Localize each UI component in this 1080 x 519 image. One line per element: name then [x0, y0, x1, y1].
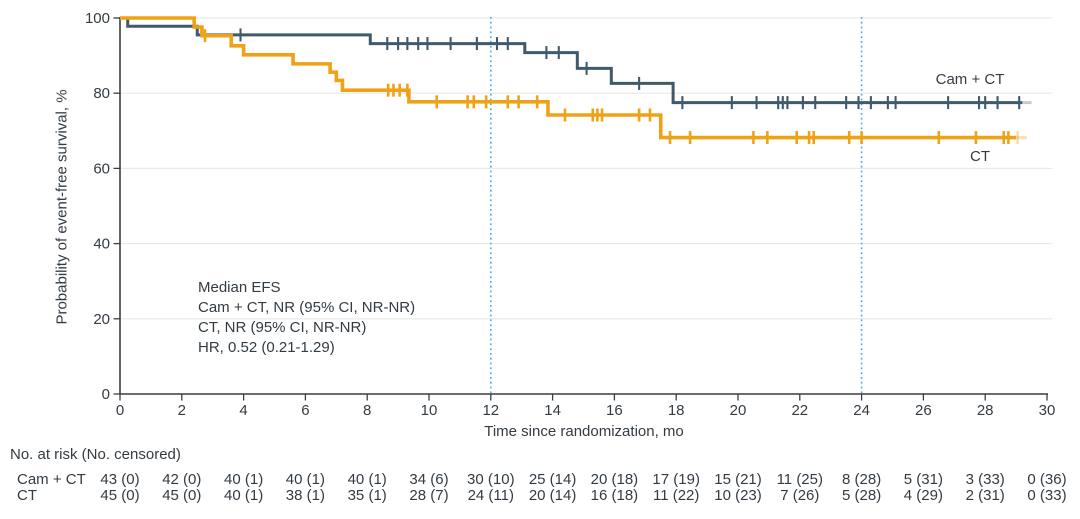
risk-cell: 4 (29)	[903, 487, 943, 504]
x-tick-label: 12	[482, 402, 499, 419]
annotation-line-median: Median EFS	[198, 279, 281, 296]
x-tick-label: 26	[915, 402, 932, 419]
x-tick-label: 30	[1039, 402, 1056, 419]
risk-cell: 5 (28)	[842, 487, 882, 504]
risk-cell: 45 (0)	[162, 487, 202, 504]
risk-cell: 40 (1)	[347, 471, 387, 488]
risk-cell: 40 (1)	[224, 487, 264, 504]
x-tick-label: 28	[977, 402, 994, 419]
risk-cell: 5 (31)	[903, 471, 943, 488]
risk-cell: 3 (33)	[965, 471, 1005, 488]
risk-cell: 11 (25)	[776, 471, 823, 488]
x-tick-label: 14	[544, 402, 561, 419]
x-tick-label: 20	[730, 402, 747, 419]
km-curve-cam-ct	[120, 16, 1023, 105]
risk-cell: 16 (18)	[590, 487, 639, 504]
y-tick-label: 0	[102, 386, 110, 403]
km-curve-ct	[120, 16, 1017, 140]
x-tick-label: 6	[301, 402, 309, 419]
y-tick-label: 20	[93, 311, 110, 328]
x-tick-label: 4	[239, 402, 247, 419]
risk-cell: 7 (26)	[780, 487, 820, 504]
risk-cell: 42 (0)	[162, 471, 202, 488]
x-tick-label: 18	[668, 402, 685, 419]
risk-cell: 25 (14)	[528, 471, 577, 488]
risk-row-label: CT	[17, 487, 37, 504]
x-tick-label: 22	[791, 402, 808, 419]
risk-cell: 15 (21)	[714, 471, 762, 488]
risk-cell: 20 (18)	[590, 471, 639, 488]
risk-cell: 30 (10)	[467, 471, 515, 488]
risk-cell: 2 (31)	[965, 487, 1005, 504]
annotation-line-ct: CT, NR (95% CI, NR-NR)	[198, 319, 367, 336]
x-tick-label: 8	[363, 402, 371, 419]
risk-cell: 20 (14)	[528, 487, 577, 504]
risk-cell: 0 (33)	[1027, 487, 1067, 504]
risk-cell: 11 (22)	[652, 487, 700, 504]
y-tick-label: 80	[93, 85, 110, 102]
risk-cell: 38 (1)	[285, 487, 325, 504]
risk-cell: 0 (36)	[1027, 471, 1067, 488]
risk-cell: 35 (1)	[347, 487, 387, 504]
risk-cell: 8 (28)	[842, 471, 882, 488]
x-tick-label: 16	[606, 402, 623, 419]
risk-cell: 28 (7)	[409, 487, 449, 504]
curve-label-ct: CT	[970, 148, 990, 165]
x-tick-label: 10	[421, 402, 438, 419]
risk-cell: 45 (0)	[100, 487, 140, 504]
x-tick-label: 2	[178, 402, 186, 419]
risk-cell: 24 (11)	[467, 487, 514, 504]
annotation-line-hr: HR, 0.52 (0.21-1.29)	[198, 339, 335, 356]
risk-table-title: No. at risk (No. censored)	[10, 446, 181, 463]
risk-cell: 43 (0)	[100, 471, 140, 488]
curve-label-cam-ct: Cam + CT	[935, 71, 1005, 88]
risk-cell: 10 (23)	[714, 487, 762, 504]
median-efs-annotation: Median EFS Cam + CT, NR (95% CI, NR-NR) …	[198, 278, 415, 358]
risk-cell: 40 (1)	[285, 471, 325, 488]
risk-cell: 34 (6)	[409, 471, 449, 488]
x-tick-label: 24	[853, 402, 870, 419]
risk-cell: 17 (19)	[652, 471, 700, 488]
annotation-line-cam-ct: Cam + CT, NR (95% CI, NR-NR)	[198, 299, 416, 316]
x-axis-title: Time since randomization, mo	[484, 423, 684, 440]
y-tick-label: 60	[93, 160, 110, 177]
risk-cell: 40 (1)	[224, 471, 264, 488]
y-tick-label: 100	[85, 10, 110, 27]
y-axis-title: Probability of event-free survival, %	[53, 89, 71, 325]
y-tick-label: 40	[93, 236, 110, 253]
x-tick-label: 0	[116, 402, 124, 419]
risk-row-label: Cam + CT	[17, 471, 86, 488]
